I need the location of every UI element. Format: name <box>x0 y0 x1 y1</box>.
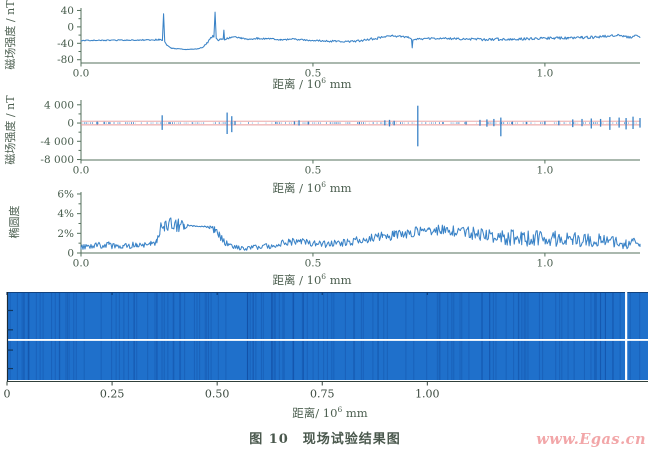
y-tick-label: 4% <box>57 208 74 220</box>
band-x-tick-label: 1.00 <box>415 388 440 401</box>
xlabel-unit: mm <box>326 180 352 195</box>
band-bottom-axis: 0 0.25 0.50 0.75 1.00 <box>4 381 648 401</box>
chart3-axes: 6% 4% 2% 00.0 0.5 1.0 <box>57 188 640 270</box>
xlabel-unit: mm <box>326 272 352 287</box>
xlabel-unit: mm <box>326 76 352 91</box>
x-tick-label: 0.5 <box>305 165 322 177</box>
band-left-axis <box>6 292 13 382</box>
y-tick-label: 40 <box>61 5 74 17</box>
y-tick-label: 0 <box>67 248 74 260</box>
chart2-spikes <box>96 105 641 147</box>
chart1-series-line <box>80 11 641 51</box>
chart1-xlabel: 距离 / 106 mm <box>232 74 392 91</box>
band-x-tick-label: 0.50 <box>205 388 230 401</box>
y-tick-label: 6% <box>57 188 74 200</box>
chart2-reference-lines <box>81 120 640 126</box>
y-tick-label: 4 000 <box>44 99 74 111</box>
xlabel-text: 距离 / 10 <box>272 180 322 195</box>
y-tick-label: -40 <box>57 38 74 50</box>
chart2-xlabel: 距离 / 106 mm <box>232 178 392 195</box>
bscan-image-band <box>7 292 648 380</box>
xlabel-exponent: 6 <box>321 180 327 189</box>
figure-caption: 图 10 现场试验结果图 <box>249 432 401 447</box>
x-tick-label: 1.0 <box>537 165 554 177</box>
x-tick-label: 1.0 <box>537 258 554 270</box>
xlabel-exponent: 6 <box>337 405 343 414</box>
xlabel-exponent: 6 <box>321 272 327 281</box>
x-tick-label: 0.5 <box>305 68 322 80</box>
chart3-xlabel: 距离 / 106 mm <box>232 270 392 287</box>
x-tick-label: 0.0 <box>73 258 90 270</box>
band-x-tick-label: 0.75 <box>310 388 335 401</box>
watermark-text: www.Egas.cn <box>536 431 646 448</box>
chart3-series-line <box>80 217 641 251</box>
band-x-tick-label: 0.25 <box>100 388 125 401</box>
chart2-ylabel: 磁场强度 / nT <box>4 95 17 165</box>
xlabel-text: 距离 / 10 <box>272 76 322 91</box>
x-tick-label: 1.0 <box>537 68 554 80</box>
y-tick-label: -80 <box>57 54 74 66</box>
xlabel-unit: mm <box>342 405 368 420</box>
x-tick-label: 0.5 <box>305 258 322 270</box>
xlabel-text: 距离 / 10 <box>272 272 322 287</box>
chart1-axes: 40 0 -40 -80 0.0 0.5 1.0 <box>57 5 640 80</box>
xlabel-text: 距离/ 10 <box>292 405 338 420</box>
x-tick-label: 0.0 <box>73 68 90 80</box>
band-xlabel: 距离/ 106 mm <box>250 403 410 420</box>
y-tick-label: 0 <box>67 21 74 33</box>
y-tick-label: 2% <box>57 228 74 240</box>
x-tick-label: 0.0 <box>73 165 90 177</box>
y-tick-label: -4 000 <box>40 136 74 148</box>
y-tick-label: -8 000 <box>40 154 74 166</box>
y-tick-label: 0 <box>67 118 74 130</box>
xlabel-exponent: 6 <box>321 76 327 85</box>
band-x-tick-label: 0 <box>4 388 11 401</box>
chart3-ylabel: 椭圆度 <box>8 205 21 239</box>
